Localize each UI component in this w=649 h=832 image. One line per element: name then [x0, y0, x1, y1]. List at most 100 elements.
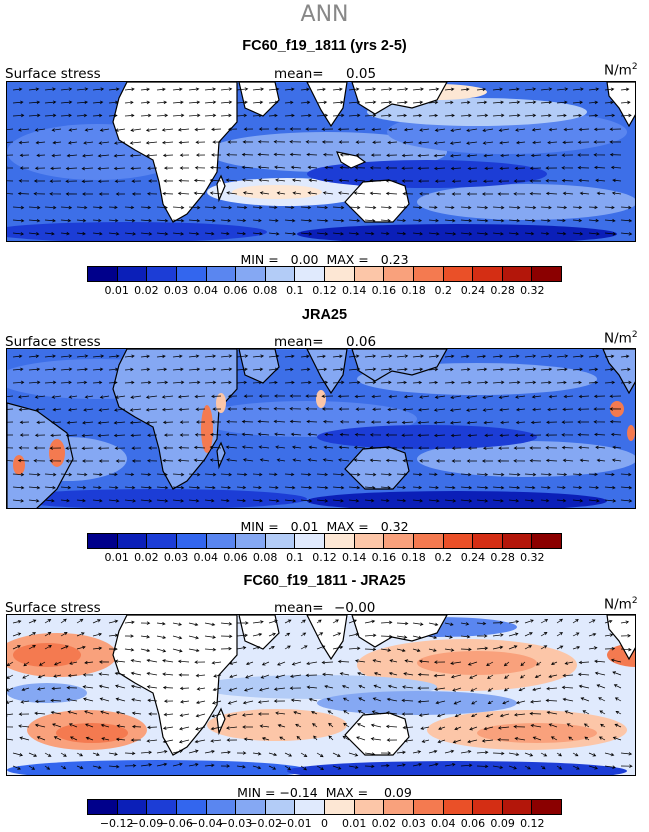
wind-vector-arrow	[568, 736, 574, 741]
wind-vector-arrow	[124, 232, 137, 236]
wind-vector-arrow	[211, 713, 222, 718]
wind-vector-arrow	[620, 647, 632, 652]
wind-vector-arrow	[588, 113, 599, 118]
wind-vector-arrow	[401, 433, 414, 437]
wind-vector-arrow	[572, 354, 584, 358]
wind-vector-arrow	[52, 407, 62, 412]
wind-vector-arrow	[579, 191, 590, 196]
wind-vector-arrow	[49, 459, 62, 463]
wind-vector-arrow	[273, 699, 286, 703]
wind-vector-arrow	[460, 763, 473, 768]
wind-vector-arrow	[18, 724, 30, 728]
wind-vector-arrow	[98, 141, 110, 145]
wind-vector-arrow	[252, 205, 263, 210]
wind-vector-arrow	[276, 191, 286, 195]
wind-vector-arrow	[604, 633, 614, 637]
wind-vector-arrow	[226, 713, 238, 718]
wind-vector-arrow	[92, 752, 100, 756]
wind-vector-arrow	[226, 152, 238, 157]
wind-vector-arrow	[241, 419, 254, 424]
wind-vector-arrow	[52, 723, 62, 728]
wind-vector-arrow	[316, 113, 329, 118]
wind-vector-arrow	[307, 458, 318, 462]
wind-vector-arrow	[503, 687, 510, 692]
wind-vector-arrow	[81, 166, 94, 171]
wind-vector-arrow	[412, 485, 423, 490]
wind-vector-arrow	[620, 764, 633, 768]
wind-vector-arrow	[108, 472, 118, 477]
wind-vector-arrow	[291, 178, 302, 182]
wind-vector-arrow	[156, 232, 169, 236]
wind-vector-arrow	[524, 218, 536, 223]
wind-vector-arrow	[530, 723, 542, 728]
colorbar-tick-label: 0.14	[341, 284, 367, 297]
wind-vector-arrow	[556, 485, 566, 490]
wind-vector-arrow	[386, 420, 398, 425]
wind-vector-arrow	[76, 87, 89, 91]
colorbar-tick-label: 0.02	[134, 551, 159, 564]
colorbar-swatch	[384, 267, 414, 281]
colorbar-tick-label: 0.18	[401, 284, 426, 297]
wind-vector-arrow	[44, 645, 52, 650]
wind-vector-arrow	[306, 152, 318, 157]
wind-vector-arrow	[140, 205, 152, 210]
colorbar-swatch	[88, 534, 118, 548]
wind-vector-arrow	[194, 739, 206, 744]
wind-vector-arrow	[604, 218, 616, 223]
wind-vector-arrow	[289, 152, 302, 157]
wind-vector-arrow	[434, 179, 446, 183]
wind-vector-arrow	[316, 100, 328, 105]
wind-vector-arrow	[161, 395, 174, 399]
wind-vector-arrow	[513, 724, 526, 729]
panel-3-units: N/m2	[604, 596, 638, 613]
wind-vector-arrow	[436, 713, 446, 718]
wind-vector-arrow	[124, 367, 134, 372]
wind-vector-arrow	[348, 646, 361, 651]
wind-vector-arrow	[209, 445, 222, 450]
colorbar-swatch	[325, 800, 355, 814]
colorbar-tick-label: 0.16	[371, 551, 397, 564]
wind-vector-arrow	[60, 632, 68, 637]
wind-vector-arrow	[428, 380, 439, 385]
wind-vector-arrow	[212, 407, 222, 411]
wind-vector-arrow	[284, 100, 294, 105]
wind-vector-arrow	[497, 459, 510, 463]
wind-vector-arrow	[412, 218, 423, 223]
wind-vector-arrow	[620, 472, 632, 477]
wind-vector-arrow	[196, 687, 206, 691]
colorbar-swatch	[206, 800, 237, 814]
wind-vector-arrow	[412, 750, 422, 754]
wind-vector-arrow	[492, 633, 504, 637]
wind-vector-arrow	[300, 354, 310, 359]
wind-vector-arrow	[179, 686, 190, 691]
wind-vector-arrow	[466, 154, 478, 158]
wind-vector-arrow	[372, 407, 382, 412]
wind-vector-arrow	[225, 432, 238, 437]
wind-vector-arrow	[290, 432, 302, 437]
wind-vector-arrow	[188, 232, 200, 236]
wind-vector-arrow	[332, 632, 342, 637]
wind-vector-arrow	[353, 191, 366, 195]
wind-vector-arrow	[28, 354, 40, 358]
colorbar-swatch	[147, 534, 177, 548]
wind-vector-arrow	[499, 433, 510, 438]
wind-vector-arrow	[289, 127, 301, 131]
wind-vector-arrow	[531, 395, 542, 399]
wind-vector-arrow	[562, 407, 574, 412]
wind-vector-arrow	[348, 619, 357, 624]
wind-vector-arrow	[508, 218, 521, 223]
wind-vector-arrow	[145, 395, 158, 399]
wind-vector-arrow	[385, 178, 398, 183]
wind-vector-arrow	[257, 407, 270, 411]
wind-vector-arrow	[220, 367, 233, 371]
wind-vector-arrow	[108, 647, 118, 651]
wind-vector-arrow	[433, 433, 446, 438]
colorbar-swatch	[502, 267, 533, 281]
wind-vector-arrow	[113, 166, 126, 171]
wind-vector-arrow	[227, 407, 237, 411]
wind-vector-arrow	[588, 100, 599, 105]
wind-vector-arrow	[284, 645, 291, 650]
wind-vector-arrow	[546, 686, 558, 691]
wind-vector-arrow	[578, 445, 590, 450]
wind-vector-arrow	[614, 697, 622, 702]
